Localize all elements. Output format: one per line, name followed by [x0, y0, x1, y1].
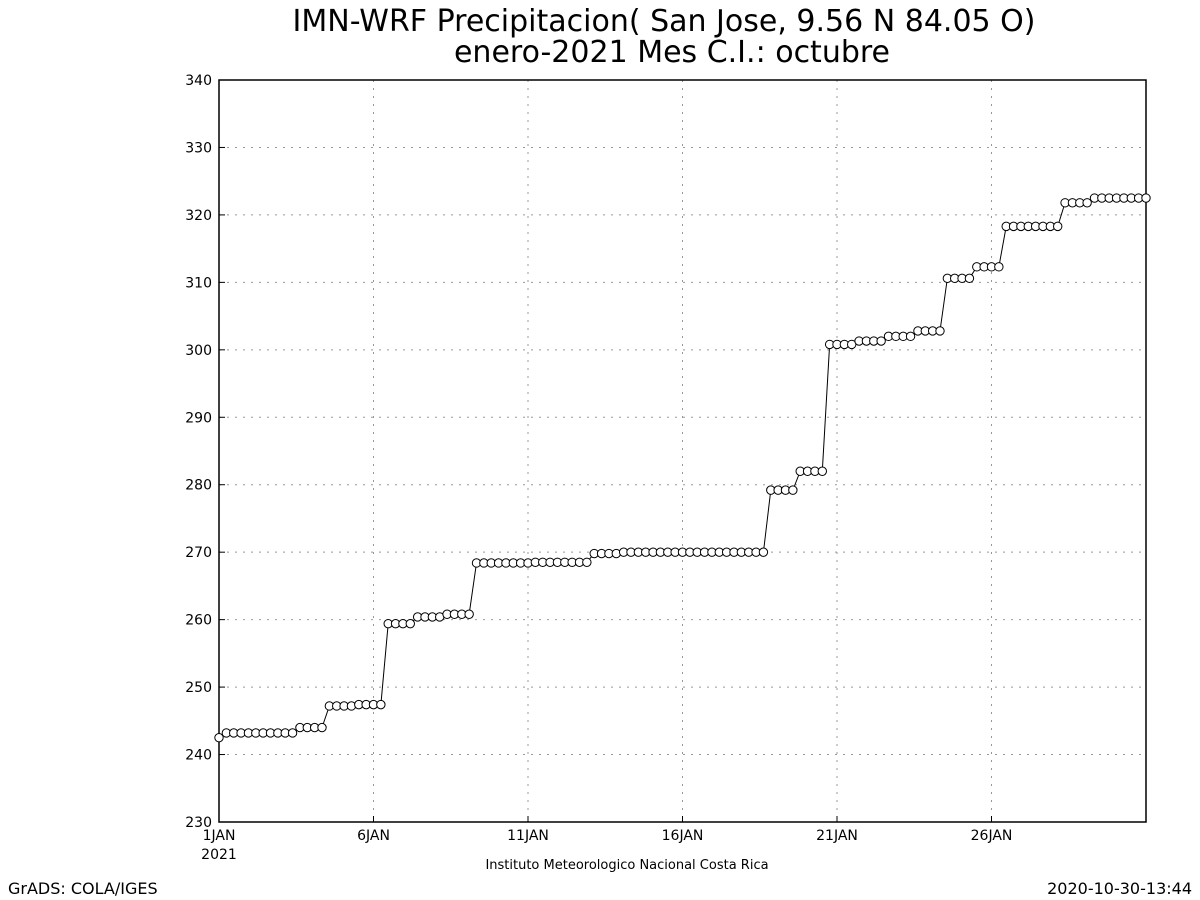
data-point [758, 547, 769, 557]
y-tick-label: 240 [185, 748, 212, 764]
grads-credit: GrADS: COLA/IGES [8, 879, 158, 898]
data-point [317, 722, 327, 733]
institution-label: Instituto Meteorologico Nacional Costa R… [485, 858, 768, 873]
year-label: 2021 [201, 847, 237, 863]
data-point [287, 728, 298, 738]
y-tick-label: 340 [185, 73, 212, 89]
data-point [935, 326, 945, 336]
data-point [905, 331, 916, 342]
y-tick-label: 280 [185, 478, 212, 494]
data-point [817, 466, 827, 476]
x-tick-label: 16JAN [662, 828, 704, 844]
plot-frame [218, 79, 1147, 823]
data-point [214, 732, 224, 743]
x-tick-label: 6JAN [357, 828, 390, 844]
y-tick-label: 230 [185, 815, 212, 831]
data-point [964, 273, 975, 284]
timestamp: 2020-10-30-13:44 [1047, 879, 1192, 898]
data-point [1053, 221, 1063, 232]
y-tick-label: 310 [185, 275, 212, 291]
data-point [582, 557, 592, 567]
x-tick-label: 11JAN [507, 828, 549, 844]
data-point [376, 699, 386, 710]
data-point [1141, 193, 1151, 203]
x-tick-label: 1JAN [203, 828, 236, 844]
axes: 230 240 250 260 270 280 290 300 310 320 330 340 1JAN… [185, 73, 1012, 844]
x-tick-label: 21JAN [816, 828, 858, 844]
chart-title: IMN-WRF Precipitacion( San Jose, 9.56 N … [293, 4, 1036, 39]
y-tick-label: 250 [185, 680, 212, 696]
data-point [1082, 198, 1092, 208]
grid [219, 80, 1146, 822]
data-point [994, 262, 1004, 272]
data-point [788, 485, 798, 495]
data-point [464, 609, 474, 619]
y-tick-label: 260 [185, 613, 212, 629]
chart-subtitle: enero-2021 Mes C.I.: octubre [454, 35, 890, 70]
y-tick-label: 320 [185, 208, 212, 224]
y-tick-label: 330 [185, 140, 212, 156]
y-tick-label: 290 [185, 410, 212, 426]
data-point [405, 618, 415, 629]
data-point [876, 336, 886, 346]
series [214, 193, 1151, 743]
y-tick-label: 270 [185, 545, 212, 561]
x-tick-label: 26JAN [971, 828, 1013, 844]
y-tick-label: 300 [185, 343, 212, 359]
